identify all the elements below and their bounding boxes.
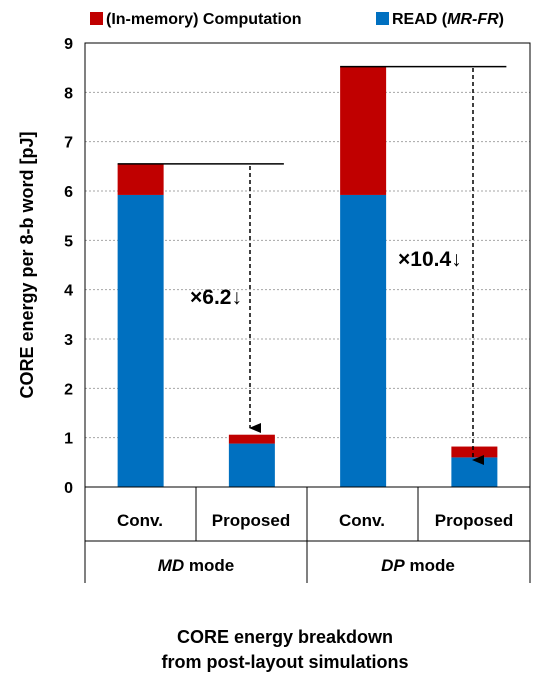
y-tick-label: 9 [64, 36, 73, 53]
reference-lines [117, 65, 507, 165]
y-axis-title: CORE energy per 8-b word [pJ] [17, 131, 37, 398]
bar-computation [117, 163, 164, 195]
bar-read [451, 457, 498, 487]
bar-read [117, 194, 164, 488]
x-tick-label: Proposed [435, 511, 513, 530]
y-tick-label: 6 [64, 184, 73, 201]
bar-computation [228, 434, 275, 444]
x-tick-label: Proposed [212, 511, 290, 530]
bar-read [228, 443, 275, 487]
annotations: ×6.2↓ ×10.4↓ [190, 68, 484, 465]
y-tick-labels: 0 1 2 3 4 5 6 7 8 9 [64, 36, 73, 497]
caption-line-2: from post-layout simulations [161, 652, 408, 672]
group-label-dp: DP mode [381, 556, 455, 575]
reduction-label-dp: ×10.4↓ [398, 248, 462, 271]
bar-read [340, 194, 387, 488]
y-tick-label: 7 [64, 135, 73, 152]
y-tick-label: 0 [64, 480, 73, 497]
x-tick-label: Conv. [339, 511, 385, 530]
legend-swatch-computation [90, 12, 103, 25]
y-tick-label: 5 [64, 233, 73, 250]
y-tick-label: 2 [64, 381, 73, 398]
category-table: Conv. Proposed Conv. Proposed MD mode DP… [84, 487, 531, 583]
bar-computation [451, 446, 498, 458]
y-tick-label: 3 [64, 332, 73, 349]
reduction-label-md: ×6.2↓ [190, 286, 242, 309]
y-tick-label: 1 [64, 431, 73, 448]
y-tick-label: 8 [64, 85, 73, 102]
legend-label-computation: (In-memory) Computation [106, 11, 302, 28]
bars [117, 66, 498, 488]
group-label-md: MD mode [158, 556, 235, 575]
legend-swatch-read [376, 12, 389, 25]
y-tick-label: 4 [64, 283, 73, 300]
x-tick-label: Conv. [117, 511, 163, 530]
caption-line-1: CORE energy breakdown [177, 627, 393, 647]
legend: (In-memory) Computation READ (MR-FR) [90, 11, 504, 28]
bar-computation [340, 66, 387, 195]
legend-label-read: READ (MR-FR) [392, 11, 504, 28]
